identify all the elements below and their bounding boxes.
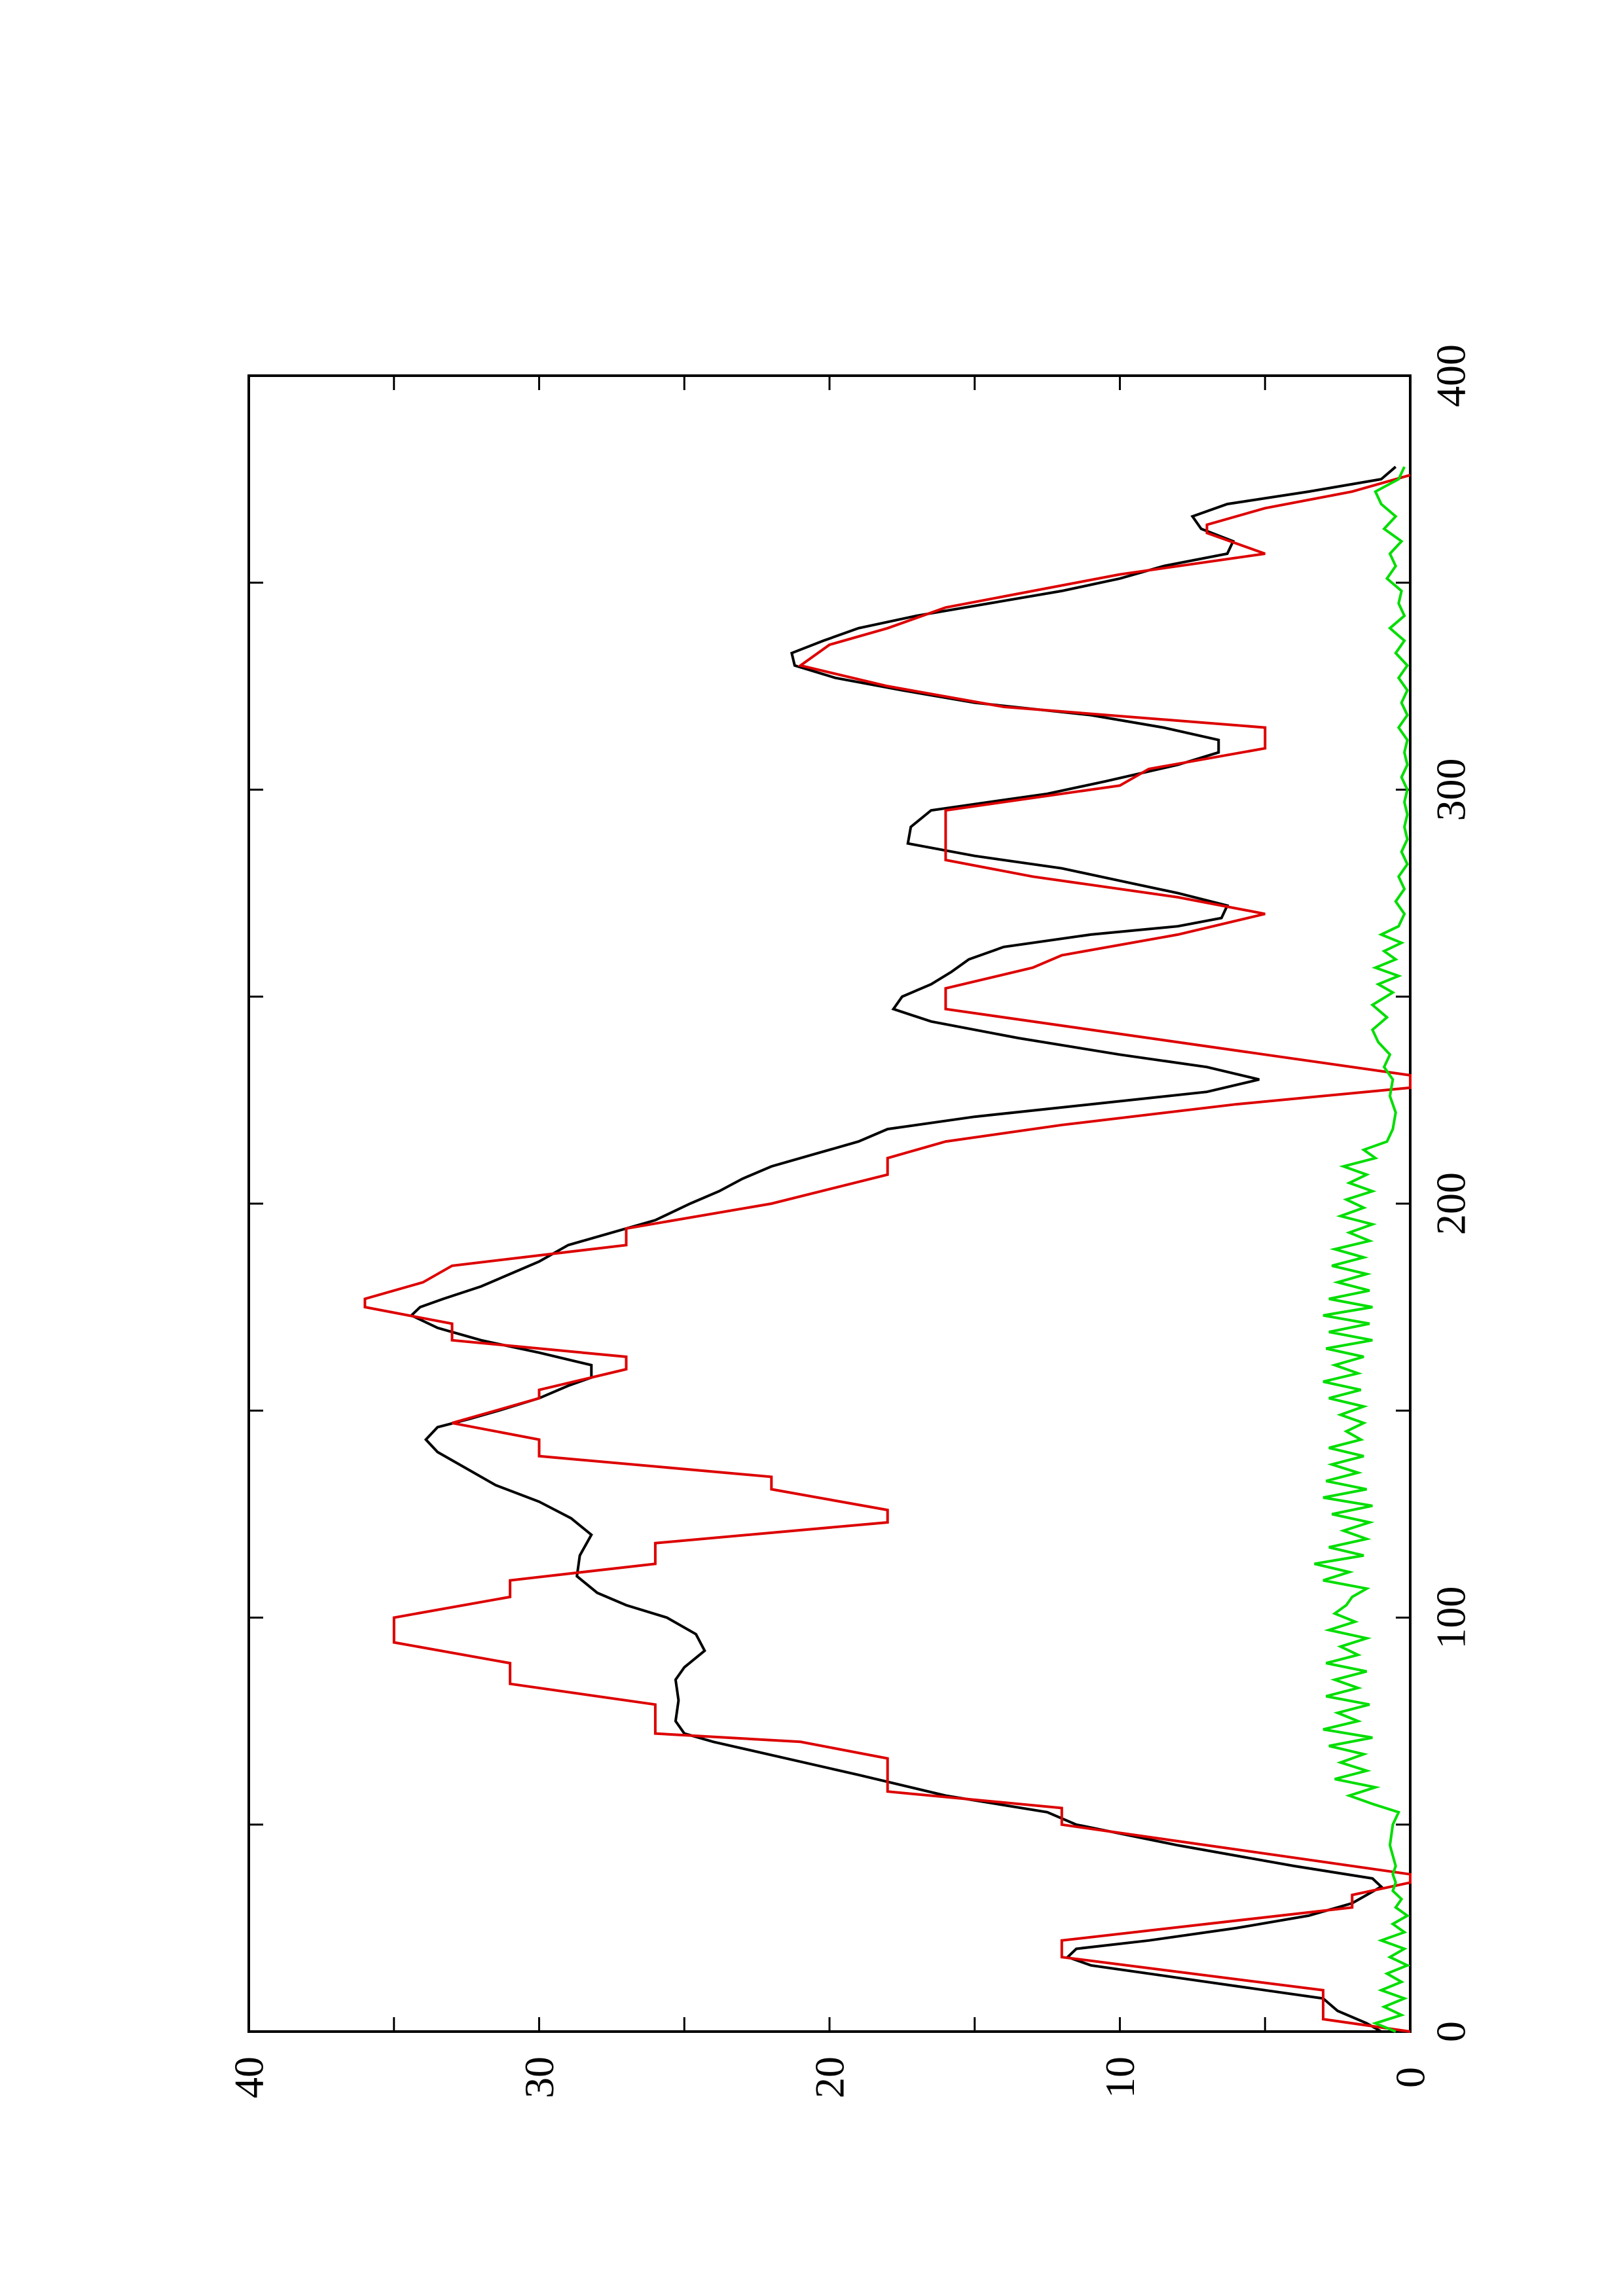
y-tick-label: 0 bbox=[1387, 2067, 1434, 2088]
x-tick-label: 0 bbox=[1428, 2021, 1474, 2042]
axis-ticks bbox=[247, 374, 1412, 2033]
x-tick-label: 400 bbox=[1428, 344, 1474, 407]
series-red-step-line bbox=[363, 473, 1412, 2033]
axis-tick-labels: 0 100 200 300 400 0 10 20 30 40 bbox=[226, 344, 1474, 2098]
series-green-noise-line bbox=[1314, 466, 1411, 2033]
y-tick-label: 40 bbox=[226, 2056, 272, 2098]
y-tick-label: 10 bbox=[1097, 2056, 1143, 2098]
y-tick-label: 20 bbox=[807, 2056, 853, 2098]
series-black-line bbox=[409, 465, 1397, 2033]
x-tick-label: 100 bbox=[1428, 1587, 1474, 1649]
x-tick-label: 300 bbox=[1428, 759, 1474, 821]
x-tick-label: 200 bbox=[1428, 1172, 1474, 1235]
plot-frame bbox=[247, 374, 1412, 2033]
y-tick-label: 30 bbox=[516, 2056, 562, 2098]
series-layer bbox=[363, 465, 1412, 2033]
